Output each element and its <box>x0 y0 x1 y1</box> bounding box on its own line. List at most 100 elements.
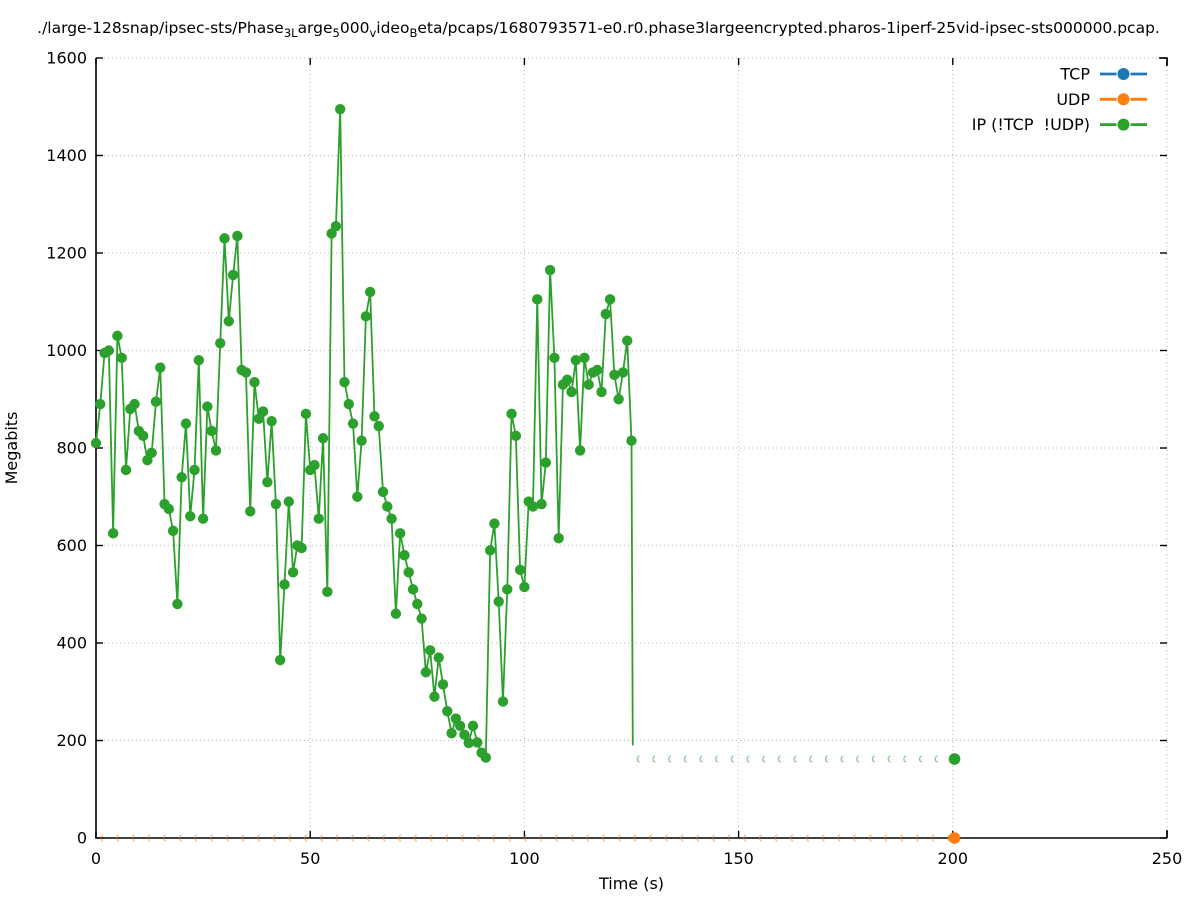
ip-point <box>390 608 402 619</box>
series-ip <box>90 103 961 765</box>
udp-mark <box>398 834 402 842</box>
legend-label: UDP <box>1056 90 1090 109</box>
ip-point <box>626 435 637 446</box>
ip-end-point <box>948 753 961 765</box>
ip-point <box>424 645 436 656</box>
udp-mark <box>586 834 590 842</box>
udp-mark <box>351 834 355 842</box>
ip-point <box>514 564 526 576</box>
ip-tail-mark <box>871 755 876 763</box>
ip-point <box>189 464 200 476</box>
ip-point <box>459 729 470 740</box>
ip-point <box>442 706 453 717</box>
ip-point <box>382 501 393 512</box>
udp-mark <box>100 834 104 842</box>
udp-mark <box>617 834 621 842</box>
ip-tail-mark <box>918 755 923 763</box>
ip-point <box>279 579 290 590</box>
ip-point <box>592 364 603 376</box>
legend-item: IP (!TCP !UDP) <box>972 115 1147 134</box>
udp-mark <box>915 834 919 842</box>
udp-mark <box>727 834 731 842</box>
ip-point <box>334 103 346 115</box>
ip-point <box>339 376 350 388</box>
plot-border <box>95 58 1167 839</box>
ip-point <box>510 430 522 442</box>
x-tick-label: 150 <box>723 849 754 868</box>
ip-point <box>206 425 217 437</box>
ip-tail-mark <box>652 755 656 763</box>
udp-mark <box>163 834 167 842</box>
title-subscript: 5 <box>332 26 340 40</box>
ip-point <box>167 525 179 537</box>
ip-point <box>420 667 432 678</box>
ip-tail-mark <box>668 755 672 763</box>
ip-point <box>519 581 530 593</box>
ip-point <box>120 464 132 476</box>
ip-point <box>386 513 397 524</box>
ip-point <box>343 398 354 410</box>
udp-mark <box>602 834 606 842</box>
ip-point <box>412 598 423 610</box>
ip-point <box>210 445 222 456</box>
ip-point <box>437 679 449 690</box>
ip-point <box>570 355 582 366</box>
ip-point <box>137 430 149 442</box>
title-text: eta/pcaps/1680793571-e0.r0.phase3largeen… <box>417 19 1160 37</box>
ip-tail-mark <box>730 755 734 763</box>
ip-point <box>497 696 509 707</box>
ip-point <box>232 230 243 242</box>
udp-mark <box>147 834 151 842</box>
udp-mark <box>837 834 841 842</box>
udp-mark <box>539 834 543 842</box>
ip-point <box>116 352 127 364</box>
ip-point <box>249 376 260 388</box>
ip-point <box>622 335 633 346</box>
udp-mark <box>821 834 825 842</box>
ip-point <box>544 264 556 276</box>
ip-point <box>180 418 192 429</box>
ip-point <box>257 406 269 417</box>
x-tick-label: 50 <box>300 849 320 868</box>
ip-point <box>502 584 513 595</box>
ip-point <box>596 386 607 398</box>
udp-mark <box>633 834 637 842</box>
ip-line <box>95 108 633 759</box>
ip-point <box>300 408 312 420</box>
ip-point <box>617 367 629 378</box>
ip-drop-line <box>630 440 634 746</box>
ip-point <box>176 472 187 483</box>
ip-point <box>163 503 175 515</box>
legend-marker-dot <box>1117 118 1130 131</box>
ip-point <box>536 498 547 510</box>
ip-tail-mark <box>793 755 797 763</box>
y-tick-label: 0 <box>77 829 87 848</box>
ip-point <box>107 528 119 539</box>
udp-end-point <box>948 832 961 844</box>
udp-mark <box>445 834 449 842</box>
udp-mark <box>805 834 810 842</box>
ip-point <box>454 720 466 732</box>
udp-mark <box>743 834 747 842</box>
udp-mark <box>272 834 276 842</box>
udp-mark <box>429 834 433 842</box>
ip-tail-mark <box>715 755 719 763</box>
series-udp <box>100 832 961 844</box>
udp-mark <box>413 834 418 842</box>
ip-tail-mark <box>856 755 860 763</box>
ip-point <box>150 396 162 407</box>
y-tick-label: 800 <box>56 439 87 458</box>
udp-mark <box>758 834 763 842</box>
legend-marker-dot <box>1117 68 1130 80</box>
ip-point <box>566 386 577 398</box>
chart-title: ./large-128snap/ipsec-sts/Phase3Large500… <box>0 19 1197 40</box>
ip-tail-mark <box>934 755 938 763</box>
ip-point <box>112 330 123 342</box>
ip-point <box>609 369 620 381</box>
udp-mark <box>570 834 574 842</box>
udp-mark <box>555 834 559 842</box>
udp-mark <box>178 834 182 842</box>
ip-tail-mark <box>824 755 829 763</box>
ip-point <box>322 586 333 598</box>
